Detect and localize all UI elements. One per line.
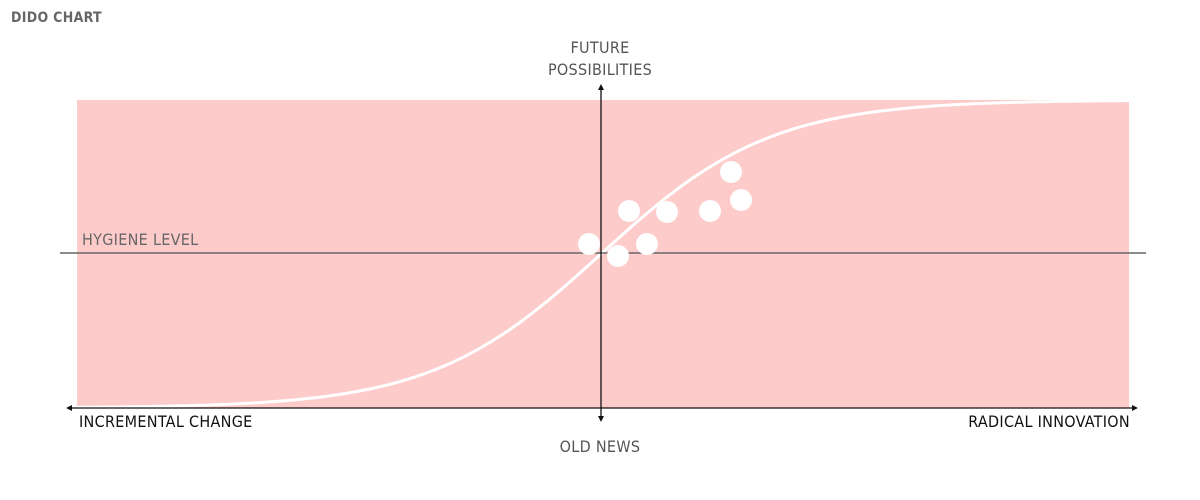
right-axis-label: RADICAL INNOVATION: [968, 412, 1130, 431]
arrow-right-icon: [1132, 405, 1138, 411]
idea-point: [636, 233, 658, 255]
idea-point: [607, 245, 629, 267]
hygiene-level-label: HYGIENE LEVEL: [82, 230, 199, 249]
idea-point: [720, 161, 742, 183]
top-axis-label: FUTURE POSSIBILITIES: [500, 37, 700, 81]
arrow-left-icon: [66, 405, 72, 411]
idea-point: [730, 189, 752, 211]
idea-point: [699, 200, 721, 222]
left-axis-label: INCREMENTAL CHANGE: [79, 412, 253, 431]
idea-point: [578, 233, 600, 255]
s-curve: [76, 99, 1129, 409]
bottom-axis-label: OLD NEWS: [559, 437, 641, 456]
arrow-up-icon: [598, 84, 604, 90]
idea-point: [656, 201, 678, 223]
arrow-down-icon: [598, 416, 604, 422]
top-axis-label-line2: POSSIBILITIES: [547, 60, 653, 79]
idea-point: [618, 200, 640, 222]
chart-title: DIDO CHART: [11, 10, 102, 26]
top-axis-label-line1: FUTURE: [570, 38, 630, 57]
